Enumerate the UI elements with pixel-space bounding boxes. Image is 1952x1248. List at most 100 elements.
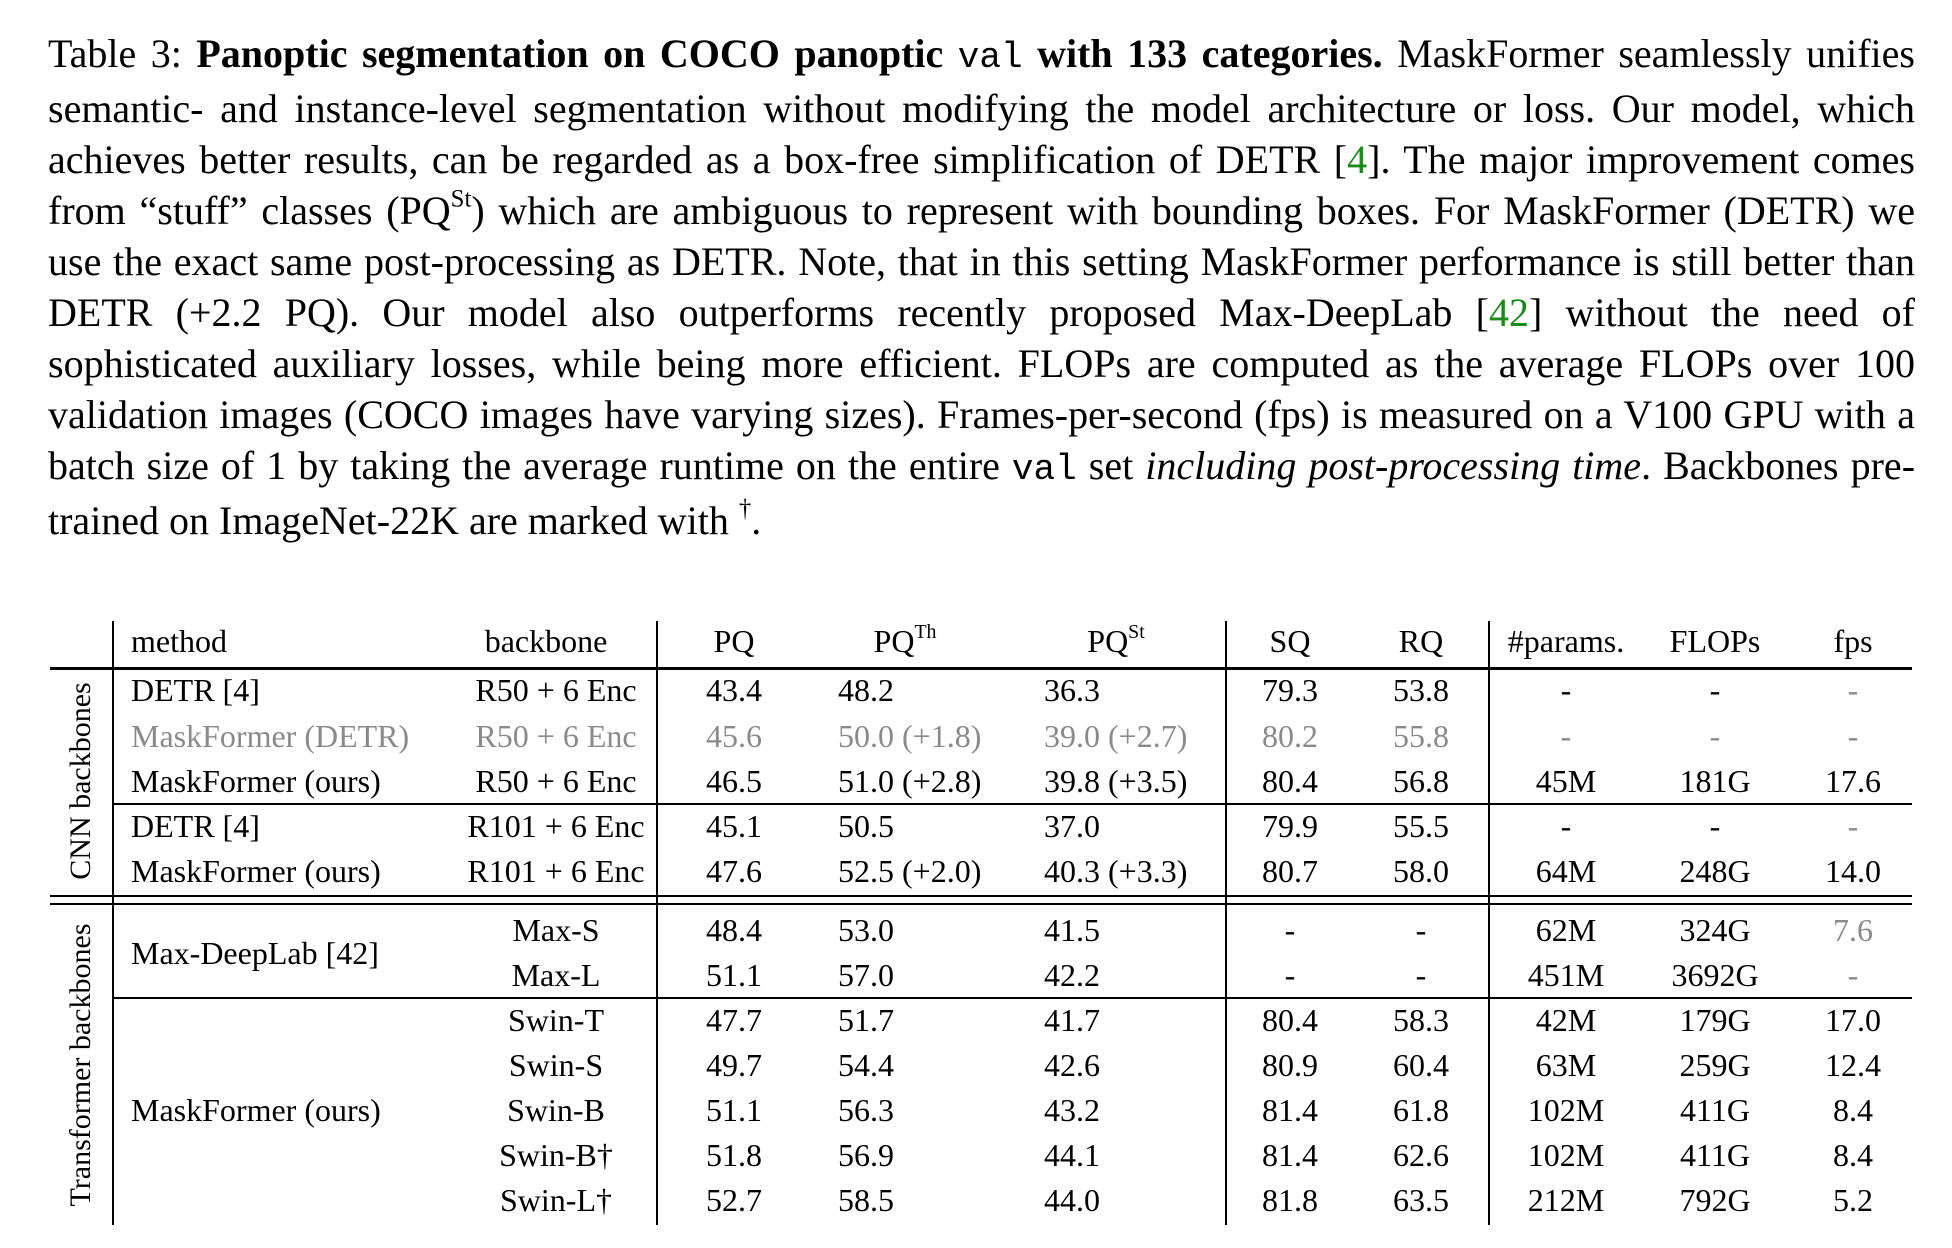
table-cell: 51.8	[706, 1137, 762, 1173]
cell-text: MaskFormer	[131, 1092, 297, 1128]
caption-text: ]. The major improvement comes from “stu…	[48, 137, 1915, 233]
table-cell: 45M	[1535, 763, 1597, 799]
table-cell: -	[1560, 672, 1572, 708]
cell-text: 52.5	[838, 853, 894, 889]
backbone: Swin-B†	[499, 1139, 613, 1171]
cell-text: (+2.0)	[894, 853, 982, 889]
table-cell: 58.0	[1393, 853, 1449, 889]
table-cell: -	[1415, 957, 1427, 993]
table-cell: 58.3	[1393, 1002, 1449, 1038]
table-cell: 181G	[1679, 763, 1751, 799]
cell-text: MaskFormer	[131, 763, 297, 799]
cell-text: †	[596, 1137, 613, 1173]
column-header: RQ	[1398, 623, 1444, 659]
cell-text: St	[1128, 621, 1145, 644]
cell-text: DETR [	[131, 672, 234, 708]
table-cell: 411G	[1680, 1137, 1750, 1173]
caption-sup: †	[738, 495, 752, 523]
table-cell: 248G	[1679, 853, 1751, 889]
table-cell: 49.7	[706, 1047, 762, 1083]
citation[interactable]: 42	[1488, 290, 1529, 335]
rule	[50, 667, 1912, 670]
table-cell: 52.5 (+2.0)	[838, 855, 981, 887]
table-cell: 12.4	[1825, 1047, 1881, 1083]
caption-text: Panoptic segmentation on COCO panoptic	[196, 31, 958, 76]
caption-text: ] without the need of sophisticated auxi…	[48, 290, 1915, 488]
table-cell: 42M	[1535, 1002, 1597, 1038]
table-cell: 80.4	[1262, 763, 1318, 799]
table-cell: -	[1284, 912, 1296, 948]
table-cell: 51.7	[838, 1002, 894, 1038]
column-header: method	[131, 623, 227, 659]
table-cell: 40.3 (+3.3)	[1044, 855, 1187, 887]
column-header: SQ	[1269, 623, 1311, 659]
table-cell: 51.1	[706, 1092, 762, 1128]
table-cell: 14.0	[1825, 853, 1881, 889]
method: DETR [4]	[131, 674, 260, 706]
table-cell: 451M	[1527, 957, 1605, 993]
rule	[656, 621, 658, 1225]
table-cell: 58.5	[838, 1182, 894, 1218]
cell-text: (+3.5)	[1100, 763, 1188, 799]
rule	[1488, 621, 1490, 1225]
cell-text: 51.0	[838, 763, 894, 799]
backbone: Swin-B	[507, 1092, 605, 1128]
cell-text: Swin-B	[499, 1137, 597, 1173]
table-cell: 5.2	[1833, 1182, 1873, 1218]
rule	[50, 903, 1912, 905]
method: MaskFormer (ours)	[131, 855, 381, 887]
cell-text: 4	[233, 672, 250, 708]
table-cell: 48.4	[706, 912, 762, 948]
table-cell: 8.4	[1833, 1092, 1873, 1128]
table-cell: 80.7	[1262, 853, 1318, 889]
table-cell: 80.4	[1262, 1002, 1318, 1038]
method: DETR [4]	[131, 810, 260, 842]
table-cell: 44.0	[1044, 1182, 1100, 1218]
cell-text: MaskFormer	[131, 853, 297, 889]
table-cell: 56.8	[1393, 763, 1449, 799]
table-cell: 42.6	[1044, 1047, 1100, 1083]
table-cell: 55.8	[1393, 718, 1449, 754]
caption-code: val	[957, 37, 1023, 78]
backbone: Swin-L†	[500, 1184, 612, 1216]
table-cell: 50.5	[838, 808, 894, 844]
cell-text: 4	[233, 808, 250, 844]
table-cell: -	[1415, 912, 1427, 948]
column-header: #params.	[1507, 623, 1625, 659]
cell-text: 39.8	[1044, 763, 1100, 799]
caption-text: .	[751, 498, 762, 543]
cell-text: (ours)	[296, 853, 381, 889]
table-cell: 52.7	[706, 1182, 762, 1218]
rule	[112, 803, 1912, 805]
table-cell: 79.3	[1262, 672, 1318, 708]
column-header: backbone	[484, 623, 608, 659]
table-cell: -	[1560, 718, 1572, 754]
table-cell: 62M	[1535, 912, 1597, 948]
table-cell: 17.6	[1825, 763, 1881, 799]
cell-text: ]	[249, 808, 260, 844]
table-cell: 212M	[1527, 1182, 1605, 1218]
table-cell: -	[1709, 718, 1721, 754]
cell-text: Max-DeepLab [	[131, 934, 337, 971]
table-cell: -	[1560, 808, 1572, 844]
rule	[112, 997, 1912, 999]
backbone: Swin-S	[508, 1047, 604, 1083]
table-cell: 55.5	[1393, 808, 1449, 844]
caption-text: ) which are ambiguous to represent with …	[48, 188, 1915, 335]
table-cell: 7.6	[1833, 912, 1873, 948]
table-cell: 43.2	[1044, 1092, 1100, 1128]
column-header: PQ	[713, 623, 755, 659]
table-cell: 47.7	[706, 1002, 762, 1038]
table-cell: 47.6	[706, 853, 762, 889]
table-cell: 102M	[1527, 1092, 1605, 1128]
table-cell: 102M	[1527, 1137, 1605, 1173]
table-cell: 45.6	[706, 718, 762, 754]
table-cell: 41.5	[1044, 912, 1100, 948]
table-cell: 36.3	[1044, 672, 1100, 708]
rule	[112, 621, 114, 1225]
citation[interactable]: 4	[1347, 137, 1368, 182]
cell-text: PQ	[873, 623, 915, 659]
backbone: R50 + 6 Enc	[475, 672, 637, 708]
table-cell: 50.0 (+1.8)	[838, 718, 982, 754]
